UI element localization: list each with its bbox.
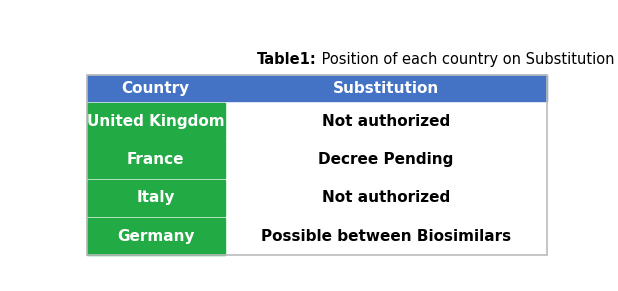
- Text: Decree Pending: Decree Pending: [318, 152, 454, 167]
- Bar: [87, 103, 225, 140]
- Text: Italy: Italy: [137, 190, 175, 205]
- Text: Not authorized: Not authorized: [321, 114, 450, 129]
- Bar: [87, 141, 225, 178]
- Bar: [87, 75, 547, 255]
- Text: France: France: [127, 152, 185, 167]
- Text: Table1:: Table1:: [257, 52, 317, 67]
- Text: Country: Country: [122, 81, 190, 96]
- Bar: [87, 180, 225, 216]
- Text: Substitution: Substitution: [332, 81, 439, 96]
- Text: Germany: Germany: [117, 229, 195, 244]
- Text: Position of each country on Substitution: Position of each country on Substitution: [317, 52, 614, 67]
- Bar: [87, 75, 547, 101]
- Bar: [87, 218, 225, 255]
- Text: Not authorized: Not authorized: [321, 190, 450, 205]
- Text: Possible between Biosimilars: Possible between Biosimilars: [261, 229, 510, 244]
- Text: United Kingdom: United Kingdom: [87, 114, 224, 129]
